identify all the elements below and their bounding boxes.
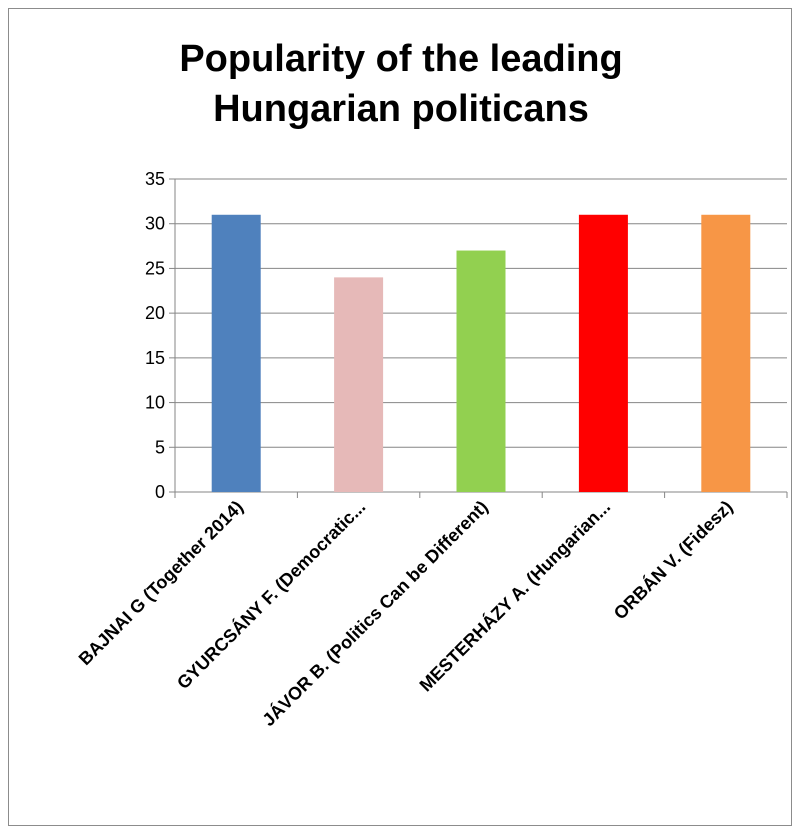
bar [334, 277, 384, 492]
y-tick-label: 10 [145, 393, 165, 413]
y-tick-label: 0 [155, 482, 165, 502]
y-tick-label: 15 [145, 348, 165, 368]
bar [578, 214, 628, 492]
category-label: GYURCSÁNY F. (Democratic... [172, 496, 369, 693]
category-label: MESTERHÁZY A. (Hungarian... [415, 496, 614, 695]
y-tick-label: 35 [145, 169, 165, 189]
category-label: JÁVOR B. (Politics Can be Different) [258, 496, 492, 730]
chart-frame [8, 8, 792, 826]
x-axis [174, 491, 788, 498]
y-tick-label: 20 [145, 303, 165, 323]
bar [456, 250, 506, 492]
chart-title: Popularity of the leading Hungarian poli… [0, 34, 802, 134]
y-tick-label: 5 [155, 437, 165, 457]
category-label: ORBÁN V. (Fidesz) [609, 496, 737, 624]
bar [211, 214, 261, 492]
y-tick-label: 30 [145, 214, 165, 234]
bar [701, 214, 751, 492]
bars [211, 214, 751, 492]
y-axis: 0 5 10 15 20 25 30 35 [145, 169, 176, 502]
category-labels: BAJNAI G (Together 2014)GYURCSÁNY F. (De… [75, 496, 737, 730]
y-tick-label: 25 [145, 258, 165, 278]
chart-title-line-2: Hungarian politicans [213, 88, 589, 130]
chart-title-line-1: Popularity of the leading [179, 38, 623, 80]
